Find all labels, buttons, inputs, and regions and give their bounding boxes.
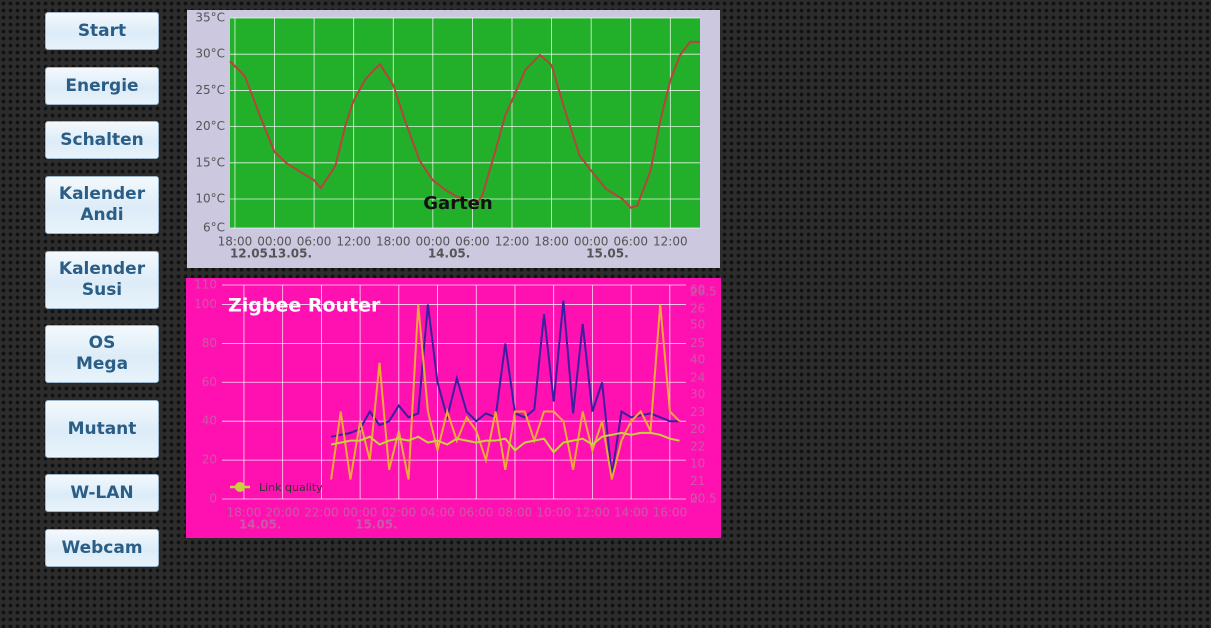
x-tick-label: 20:00 [265,506,300,520]
y-tick-label: 35°C [195,11,225,25]
nav-button[interactable]: OS Mega [45,325,159,383]
x-tick-label: 12:00 [495,235,530,249]
plot-area [230,18,700,228]
y-tick-label: 0 [209,492,217,506]
legend-marker [235,482,245,492]
x-tick-label: 06:00 [297,235,332,249]
x-date-label: 13.05. [270,247,313,261]
x-tick-label: 00:00 [343,506,378,520]
x-date-label: 15.05. [355,518,398,532]
nav-button[interactable]: Webcam [45,529,159,567]
x-tick-label: 00:00 [416,235,451,249]
y3-tick-label: 24 [690,371,705,385]
nav-button[interactable]: W-LAN [45,474,159,512]
x-date-label: 14.05. [239,518,282,532]
x-tick-label: 06:00 [459,506,494,520]
y-tick-label: 100 [194,297,217,311]
nav-button[interactable]: Start [45,12,159,50]
y2-tick-label: 30 [690,387,705,401]
nav-button[interactable]: Energie [45,67,159,105]
x-tick-label: 00:00 [257,235,292,249]
nav-button[interactable]: Schalten [45,121,159,159]
y2-tick-label: 20 [690,422,705,436]
y-tick-label: 6°C [203,221,225,235]
series-line [229,40,700,209]
y3-tick-label: 26.5 [690,284,717,298]
x-tick-label: 18:00 [218,235,253,249]
x-tick-label: 06:00 [613,235,648,249]
series-line [330,304,681,480]
y-tick-label: 80 [202,336,217,350]
y-tick-label: 20°C [195,119,225,133]
x-tick-label: 18:00 [534,235,569,249]
series-line [330,431,680,454]
x-tick-label: 12:00 [336,235,371,249]
y3-tick-label: 26 [690,302,705,316]
x-tick-label: 16:00 [653,506,688,520]
y3-tick-label: 21 [690,474,705,488]
x-tick-label: 14:00 [614,506,649,520]
y-tick-label: 60 [202,375,217,389]
x-tick-label: 12:00 [575,506,610,520]
y3-tick-label: 20.5 [690,492,717,506]
x-tick-label: 18:00 [376,235,411,249]
chart-title: Zigbee Router [228,295,381,317]
x-tick-label: 10:00 [536,506,571,520]
x-date-label: 15.05. [586,247,629,261]
nav-button[interactable]: Kalender Andi [45,176,159,234]
y-tick-label: 30°C [195,47,225,61]
x-tick-label: 08:00 [498,506,533,520]
y-tick-label: 15°C [195,155,225,169]
y2-tick-label: 10 [690,457,705,471]
y-tick-label: 25°C [195,83,225,97]
y-tick-label: 20 [202,453,217,467]
x-tick-label: 00:00 [574,235,609,249]
series-line [330,300,680,476]
nav-button[interactable]: Mutant [45,400,159,458]
x-tick-label: 02:00 [382,506,417,520]
chart-title: Garten [423,193,492,214]
x-tick-label: 04:00 [420,506,455,520]
y-tick-label: 10°C [195,192,225,206]
y3-tick-label: 23 [690,405,705,419]
y2-tick-label: 0 [690,492,698,506]
y2-tick-label: 50 [690,318,705,332]
nav-button[interactable]: Kalender Susi [45,251,159,309]
y2-tick-label: 60 [690,283,705,297]
x-tick-label: 06:00 [455,235,490,249]
y-tick-label: 40 [202,414,217,428]
x-tick-label: 22:00 [304,506,339,520]
x-date-label: 12.05. [230,247,273,261]
y-tick-label: 110 [194,278,217,292]
x-tick-label: 18:00 [227,506,262,520]
y3-tick-label: 22 [690,440,705,454]
y3-tick-label: 25 [690,336,705,350]
x-date-label: 14.05. [428,247,471,261]
x-tick-label: 12:00 [653,235,688,249]
legend-label: Link quality [259,481,323,494]
y2-tick-label: 40 [690,352,705,366]
